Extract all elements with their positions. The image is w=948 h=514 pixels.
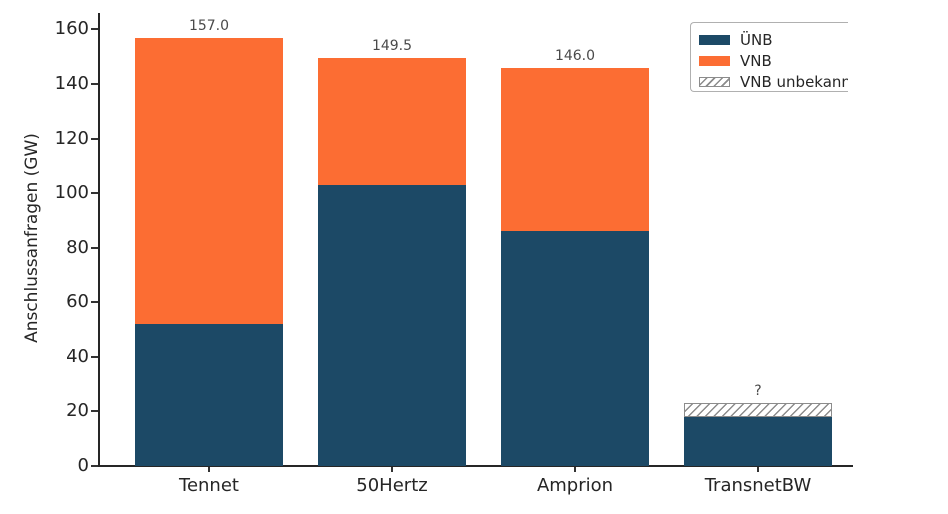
y-tick-label: 160 <box>54 18 89 40</box>
bar-total-label: 149.5 <box>371 38 413 54</box>
y-tick-label: 20 <box>66 400 89 422</box>
bar-total-label: ? <box>754 383 762 400</box>
y-tick-mark <box>91 465 98 467</box>
y-tick-label: 120 <box>54 127 89 149</box>
y-tick-mark <box>91 246 98 249</box>
legend-swatch-ünb <box>699 34 730 45</box>
legend: ÜNB VNB VNB unbekannt <box>690 22 848 92</box>
x-tick-label: Amprion <box>536 475 614 496</box>
bar-segment-vnb <box>135 37 283 325</box>
y-tick-mark <box>91 355 98 358</box>
bar-segment-ünb <box>135 324 283 466</box>
legend-swatch-vnb <box>699 55 730 66</box>
legend-row: VNB unbekannt <box>699 71 848 91</box>
bar-segment-vnb <box>501 67 649 232</box>
x-tick-label: TransnetBW <box>704 475 812 496</box>
bar-total-label: 157.0 <box>188 17 230 34</box>
y-tick-label: 80 <box>66 236 89 258</box>
legend-row: VNB <box>699 50 848 71</box>
bar-segment-vnb <box>318 58 466 185</box>
x-tick-mark <box>208 467 210 472</box>
x-axis-spine <box>98 465 853 467</box>
y-tick-label: 60 <box>66 291 89 313</box>
y-tick-mark <box>91 192 98 195</box>
y-tick-label: 100 <box>54 182 89 204</box>
legend-label: ÜNB <box>740 30 773 49</box>
x-tick-mark <box>757 467 759 472</box>
y-tick-label: 0 <box>77 455 89 476</box>
y-axis-spine <box>98 13 100 467</box>
y-tick-mark <box>91 137 98 140</box>
y-tick-label: 140 <box>54 72 89 94</box>
x-tick-mark <box>574 467 576 472</box>
legend-row: ÜNB <box>699 29 848 50</box>
bar-total-label: 146.0 <box>554 47 596 64</box>
x-tick-label: Tennet <box>179 475 239 496</box>
y-tick-mark <box>91 82 98 85</box>
legend-label: VNB unbekannt <box>740 72 848 91</box>
bar-segment-ünb <box>501 231 649 466</box>
bar-segment-vnb-unbekannt <box>684 403 832 417</box>
y-tick-mark <box>91 301 98 304</box>
legend-label: VNB <box>740 51 772 70</box>
x-tick-label: 50Hertz <box>356 475 428 496</box>
legend-swatch-vnb-unbekannt <box>699 76 730 87</box>
bar-segment-ünb <box>684 416 832 466</box>
x-tick-mark <box>391 467 393 472</box>
y-tick-label: 40 <box>66 345 89 367</box>
bar-segment-ünb <box>318 184 466 466</box>
y-tick-mark <box>91 410 98 413</box>
y-tick-mark <box>91 28 98 31</box>
